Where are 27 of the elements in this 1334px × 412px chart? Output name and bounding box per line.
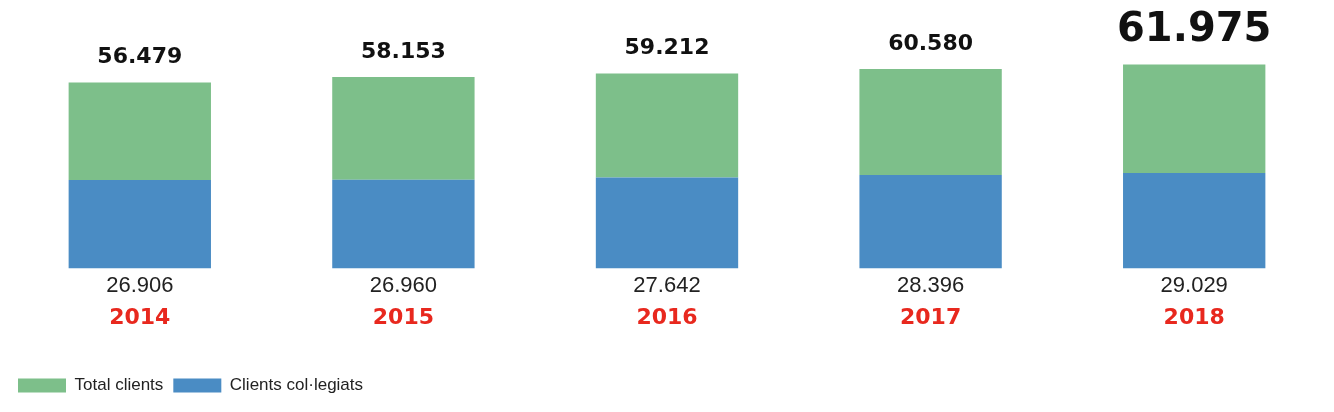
data-label: 28.396 — [896, 271, 965, 297]
bar — [859, 69, 1002, 176]
legend-label: Clients col·legiats — [229, 375, 364, 395]
x-tick-label: 2015 — [372, 303, 435, 329]
data-label: 29.029 — [1160, 271, 1228, 297]
bar — [1123, 172, 1266, 269]
x-tick-label: 2018 — [1163, 303, 1225, 329]
bar — [332, 179, 475, 269]
x-tick-label: 2014 — [109, 303, 171, 329]
x-tick-label: 2016 — [636, 303, 698, 329]
x-tick-label: 2017 — [899, 303, 962, 329]
legend-label: Total clients — [74, 375, 164, 395]
bar — [595, 177, 739, 269]
data-label: 26.960 — [369, 271, 438, 297]
bar — [68, 179, 211, 269]
data-label: 26.906 — [106, 271, 174, 297]
total-label: 61.975 — [1117, 3, 1272, 50]
bar — [68, 82, 211, 180]
total-label: 59.212 — [624, 34, 710, 60]
bar — [859, 175, 1002, 269]
total-label: 58.153 — [360, 37, 446, 63]
bar — [595, 73, 739, 178]
data-label: 27.642 — [633, 271, 701, 297]
bar — [1123, 64, 1266, 173]
bar — [332, 77, 475, 180]
total-label: 60.580 — [888, 29, 974, 55]
total-label: 56.479 — [97, 43, 183, 69]
